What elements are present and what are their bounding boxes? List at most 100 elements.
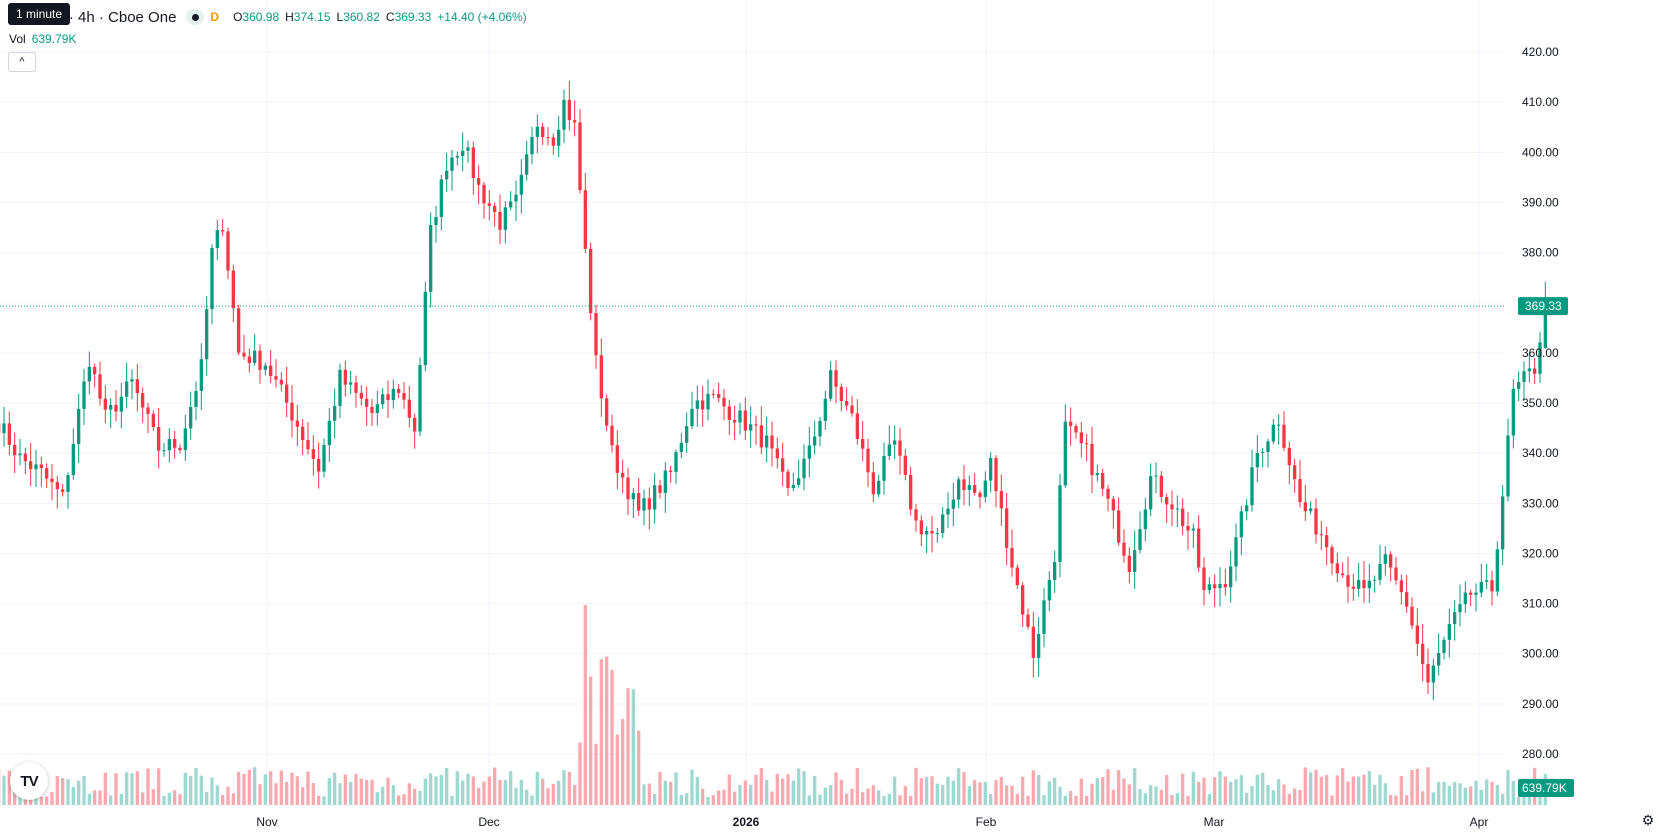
volume-bar: [151, 789, 155, 805]
volume-bar: [983, 782, 987, 805]
candle-body: [295, 420, 299, 427]
candle-body: [23, 453, 27, 462]
volume-bar: [114, 773, 118, 805]
volume-bar: [407, 783, 411, 805]
candle-body: [439, 179, 443, 217]
candle-body: [2, 423, 6, 434]
candle-body: [658, 485, 662, 493]
candle-body: [1335, 563, 1339, 574]
candle-body: [391, 388, 395, 401]
last-price-label-text: 369.33: [1525, 299, 1562, 313]
candle-body: [1330, 547, 1334, 564]
data-badge[interactable]: D: [210, 10, 220, 24]
candle-body: [173, 438, 177, 448]
volume-bar: [1357, 776, 1361, 805]
volume-bar: [221, 795, 225, 805]
candle-body: [1223, 583, 1227, 588]
candle-body: [1239, 511, 1243, 538]
candle-body: [18, 453, 22, 456]
volume-bar: [45, 796, 49, 805]
candle-body: [967, 485, 971, 490]
volume-bars: [0, 605, 1547, 805]
volume-bar: [71, 787, 75, 805]
candle-body: [770, 435, 774, 449]
candle-body: [359, 392, 363, 399]
candle-body: [903, 455, 907, 475]
candle-body: [1533, 368, 1537, 374]
candle-body: [738, 410, 742, 423]
high-value: H374.15: [285, 10, 331, 24]
volume-bar: [1117, 770, 1121, 805]
volume-bar: [434, 776, 438, 805]
candle-body: [183, 428, 187, 451]
candle-body: [461, 150, 465, 156]
volume-bar: [823, 787, 827, 805]
candle-body: [850, 405, 854, 414]
candle-body: [663, 470, 667, 493]
candle-body: [535, 126, 539, 138]
time-tick-label: Nov: [256, 815, 277, 829]
volume-bar: [754, 774, 758, 805]
volume-bar: [855, 767, 859, 805]
candle-body: [989, 458, 993, 481]
candle-body: [1415, 625, 1419, 644]
volume-bar: [967, 786, 971, 805]
volume-bar: [1463, 787, 1467, 805]
candle-body: [1453, 612, 1457, 625]
candle-body: [706, 393, 710, 410]
candle-body: [642, 498, 646, 511]
volume-bar: [1266, 784, 1270, 805]
candle-body: [402, 392, 406, 400]
volume-bar: [386, 777, 390, 805]
candle-body: [141, 393, 145, 408]
candle-body: [882, 455, 886, 481]
volume-bar: [503, 779, 507, 805]
candle-body: [775, 448, 779, 459]
candle-body: [610, 425, 614, 446]
volume-bar: [162, 796, 166, 805]
volume-bar: [589, 676, 593, 805]
time-tick-label: Dec: [478, 815, 499, 829]
candle-body: [1015, 567, 1019, 586]
volume-label: Vol: [9, 32, 26, 46]
volume-bar: [749, 784, 753, 805]
candle-body: [258, 350, 262, 370]
candle-body: [589, 248, 593, 314]
volume-bar: [1351, 776, 1355, 805]
volume-bar: [1245, 792, 1249, 805]
collapse-legend-button[interactable]: ^: [8, 52, 36, 72]
candle-body: [263, 365, 267, 370]
candle-body: [1442, 639, 1446, 653]
volume-bar: [103, 772, 107, 805]
volume-bar: [818, 794, 822, 805]
volume-bar: [1191, 771, 1195, 805]
volume-bar: [615, 734, 619, 805]
gear-icon[interactable]: ⚙: [1641, 811, 1655, 828]
volume-bar: [1106, 769, 1110, 805]
candle-body: [695, 400, 699, 409]
candle-body: [1485, 580, 1489, 582]
volume-bar: [893, 776, 897, 805]
candle-body: [327, 420, 331, 446]
candle-body: [765, 435, 769, 448]
volume-bar: [471, 776, 475, 805]
price-tick-label: 420.00: [1522, 45, 1559, 59]
market-status-icon[interactable]: [186, 9, 205, 25]
volume-bar: [375, 792, 379, 805]
volume-bar: [455, 771, 459, 805]
candle-body: [1170, 504, 1174, 510]
candle-body: [605, 398, 609, 426]
volume-bar: [1282, 784, 1286, 805]
volume-bar: [290, 772, 294, 805]
volume-bar: [98, 790, 102, 805]
candle-body: [487, 203, 491, 206]
candle-body: [1495, 549, 1499, 592]
candle-body: [1421, 643, 1425, 664]
volume-bar: [525, 789, 529, 805]
candle-body: [77, 408, 81, 445]
candle-body: [1117, 510, 1121, 543]
candle-body: [1501, 496, 1505, 550]
tradingview-logo-icon[interactable]: TV: [10, 762, 48, 800]
candle-body: [1207, 584, 1211, 591]
